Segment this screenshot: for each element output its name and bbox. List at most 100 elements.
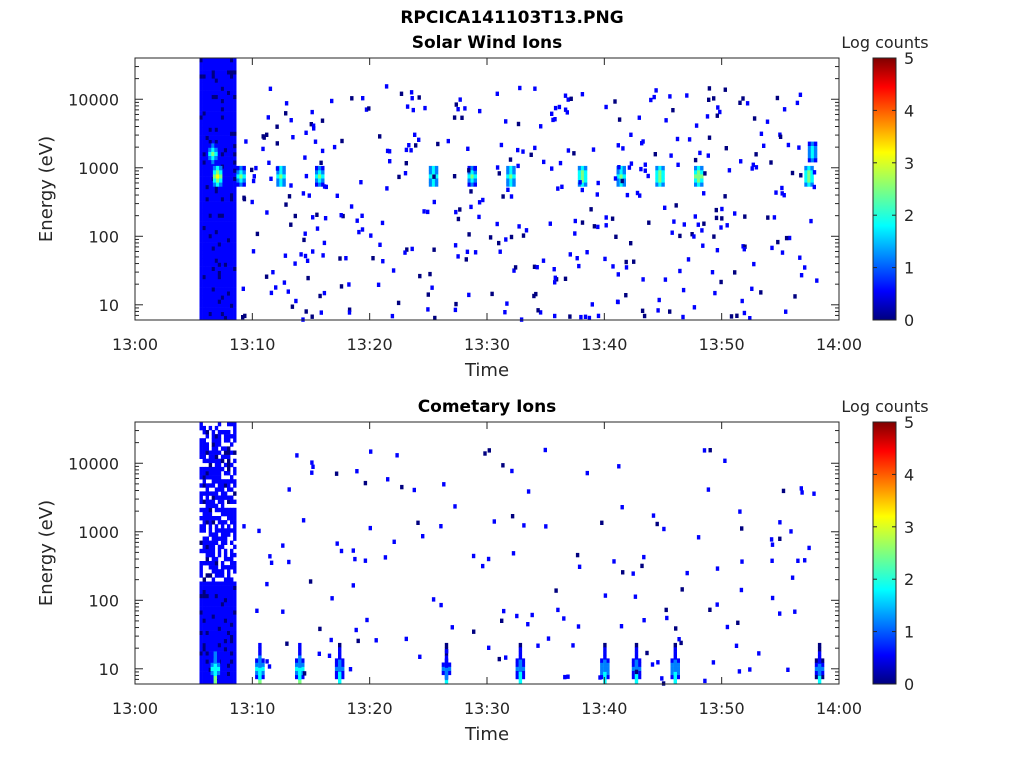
- heatmap-cell: [217, 258, 222, 263]
- heatmap-cell: [199, 201, 203, 206]
- heatmap-cell: [220, 213, 225, 218]
- colorbar: [872, 57, 897, 321]
- heatmap-cell: [634, 647, 639, 652]
- heatmap-cell: [217, 254, 222, 259]
- heatmap-cell: [589, 207, 593, 212]
- heatmap-cell: [466, 146, 470, 151]
- heatmap-cell: [509, 174, 513, 179]
- heatmap-cell: [213, 679, 217, 685]
- heatmap-cell: [202, 548, 206, 554]
- heatmap-cell: [205, 274, 209, 280]
- heatmap-cell: [233, 626, 237, 631]
- heatmap-cell: [750, 286, 754, 291]
- heatmap-cell: [202, 581, 206, 586]
- heatmap-cell: [202, 172, 206, 177]
- heatmap-cell: [230, 540, 234, 545]
- heatmap-cell: [217, 217, 222, 222]
- heatmap-cell: [208, 458, 213, 464]
- heatmap-cell: [469, 189, 473, 194]
- heatmap-cell: [654, 88, 658, 93]
- heatmap-cell: [208, 507, 213, 513]
- heatmap-cell: [211, 622, 216, 627]
- heatmap-cell: [230, 86, 234, 91]
- heatmap-cell: [205, 135, 209, 140]
- heatmap-cell: [205, 671, 209, 676]
- heatmap-cell: [658, 165, 662, 171]
- heatmap-cell: [220, 98, 225, 104]
- heatmap-cell: [338, 655, 342, 660]
- heatmap-cell: [211, 577, 216, 582]
- heatmap-cell: [673, 659, 677, 664]
- heatmap-cell: [230, 303, 234, 308]
- heatmap-cell: [208, 205, 213, 210]
- heatmap-cell: [202, 536, 206, 541]
- heatmap-cell: [205, 642, 209, 648]
- heatmap-cell: [227, 307, 231, 312]
- heatmap-cell: [672, 219, 676, 224]
- heatmap-cell: [202, 98, 206, 104]
- heatmap-cell: [444, 671, 449, 676]
- heatmap-cell: [556, 607, 560, 613]
- heatmap-cell: [230, 123, 234, 128]
- heatmap-cell: [518, 651, 523, 656]
- heatmap-cell: [202, 675, 206, 681]
- heatmap-cell: [233, 606, 237, 611]
- heatmap-cell: [568, 314, 572, 319]
- heatmap-cell: [202, 209, 206, 214]
- heatmap-cell: [227, 242, 231, 247]
- heatmap-cell: [217, 622, 222, 627]
- heatmap-cell: [214, 111, 219, 116]
- heatmap-cell: [658, 178, 662, 183]
- heatmap-cell: [227, 626, 231, 631]
- heatmap-cell: [202, 192, 206, 198]
- heatmap-cell: [817, 651, 822, 656]
- heatmap-cell: [632, 259, 636, 264]
- heatmap-cell: [223, 610, 228, 615]
- heatmap-cell: [199, 188, 203, 194]
- heatmap-cell: [202, 479, 206, 484]
- heatmap-cell: [230, 315, 234, 321]
- heatmap-cell: [202, 225, 206, 231]
- heatmap-cell: [230, 254, 234, 259]
- heatmap-cell: [233, 61, 237, 67]
- heatmap-cell: [338, 651, 342, 656]
- heatmap-cell: [487, 448, 491, 453]
- heatmap-cell: [230, 266, 234, 271]
- heatmap-cell: [681, 314, 685, 320]
- heatmap-cell: [230, 614, 234, 619]
- heatmap-cell: [613, 99, 617, 104]
- heatmap-cell: [230, 156, 234, 161]
- heatmap-cell: [230, 66, 234, 71]
- heatmap-cell: [287, 194, 292, 199]
- heatmap-cell: [227, 471, 231, 476]
- heatmap-cell: [678, 233, 682, 239]
- heatmap-cell: [211, 483, 216, 488]
- heatmap-cell: [217, 602, 222, 607]
- heatmap-cell: [473, 166, 477, 171]
- heatmap-cell: [676, 670, 680, 676]
- heatmap-cell: [619, 165, 623, 171]
- heatmap-cell: [199, 548, 203, 554]
- heatmap-cell: [205, 630, 209, 635]
- heatmap-cell: [571, 643, 575, 648]
- heatmap-cell: [202, 507, 206, 513]
- heatmap-cell: [227, 606, 231, 611]
- panel-title: Cometary Ions: [418, 397, 557, 417]
- heatmap-cell: [553, 313, 557, 319]
- x-tick-label: 13:10: [229, 335, 275, 354]
- heatmap-cell: [230, 487, 234, 492]
- heatmap-cell: [211, 201, 216, 206]
- heatmap-cell: [464, 257, 468, 262]
- heatmap-cell: [813, 149, 818, 155]
- heatmap-cell: [230, 82, 234, 87]
- heatmap-cell: [223, 552, 228, 558]
- heatmap-cell: [199, 675, 203, 681]
- heatmap-cell: [213, 663, 217, 668]
- heatmap-cell: [616, 143, 620, 148]
- heatmap-cell: [735, 313, 739, 318]
- heatmap-cell: [208, 581, 213, 586]
- heatmap-cell: [223, 115, 228, 120]
- heatmap-cell: [265, 659, 269, 664]
- heatmap-cell: [214, 192, 219, 198]
- heatmap-cell: [347, 310, 352, 315]
